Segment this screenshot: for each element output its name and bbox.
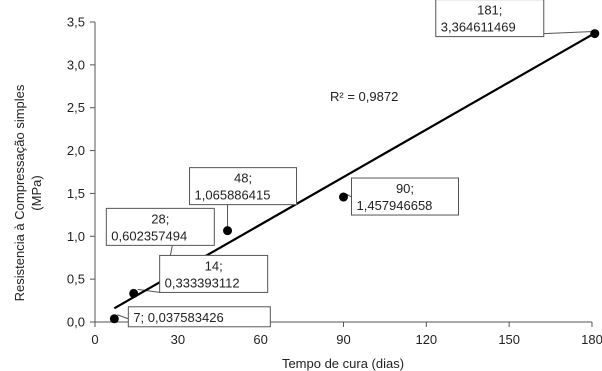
callout-box <box>189 167 298 206</box>
callout-box <box>159 254 269 293</box>
data-callout: 90; 1,457946658 <box>351 177 459 216</box>
y-tick-label: 3,5 <box>67 15 85 30</box>
data-callouts: 7; 0,037583426 14; 0,333393112 28; 0,6023574… <box>105 0 545 328</box>
callout-text-line: 181; <box>477 3 502 18</box>
y-tick-label: 2,5 <box>67 100 85 115</box>
x-tick-label: 120 <box>415 332 437 347</box>
r-squared-label: R² = 0,9872 <box>330 89 398 104</box>
callout-box <box>105 207 215 246</box>
callout-text-line: 1,065886415 <box>195 188 271 203</box>
callout-text-line: 1,457946658 <box>357 198 433 213</box>
callout-text-line: 14; <box>205 258 223 273</box>
callout-text-line: 90; <box>396 181 414 196</box>
x-axis-title: Tempo de cura (dias) <box>282 356 404 371</box>
callout-leader <box>543 31 591 35</box>
y-tick-label: 1,0 <box>67 229 85 244</box>
y-axis-title-line-1: Resistencia à Compressação simples <box>12 84 27 301</box>
callout-leader <box>117 314 129 320</box>
y-axis-ticks: 0,0 0,5 1,0 1,5 2,0 2,5 3,0 3,5 <box>67 15 95 330</box>
x-tick-label: 90 <box>336 332 350 347</box>
y-tick-label: 1,5 <box>67 186 85 201</box>
x-tick-label: 150 <box>498 332 520 347</box>
x-tick-label: 30 <box>171 332 185 347</box>
x-tick-label: 0 <box>91 332 98 347</box>
data-callout: 7; 0,037583426 <box>127 306 271 328</box>
data-point <box>129 288 139 298</box>
data-point <box>223 226 233 236</box>
y-tick-label: 0,0 <box>67 315 85 330</box>
y-tick-label: 3,0 <box>67 57 85 72</box>
data-point <box>339 192 348 202</box>
callout-text-line: 3,364611469 <box>441 20 516 35</box>
data-point <box>590 29 600 39</box>
y-tick-label: 0,5 <box>67 272 85 287</box>
y-axis-title-line-2: (MPa) <box>29 175 44 210</box>
callout-leader <box>137 288 160 293</box>
data-point <box>109 314 119 324</box>
callout-text-line: 28; <box>151 211 169 226</box>
x-tick-label: 60 <box>253 332 267 347</box>
callout-box <box>127 306 271 328</box>
callout-text-line: 48; <box>234 171 252 186</box>
data-callout: 28; 0,602357494 <box>105 207 215 246</box>
y-tick-label: 2,0 <box>67 143 85 158</box>
x-tick-label: 180 <box>581 332 602 347</box>
callout-box <box>435 0 545 38</box>
callout-box <box>351 177 459 216</box>
callout-text-line: 7; 0,037583426 <box>133 310 223 325</box>
data-callout: 181; 3,364611469 <box>435 0 545 38</box>
callout-text-line: 0,602357494 <box>111 228 187 243</box>
data-callout: 14; 0,333393112 <box>159 254 269 293</box>
callout-text-line: 0,333393112 <box>165 275 240 290</box>
callout-leader <box>346 193 352 198</box>
data-callout: 48; 1,065886415 <box>189 167 298 206</box>
